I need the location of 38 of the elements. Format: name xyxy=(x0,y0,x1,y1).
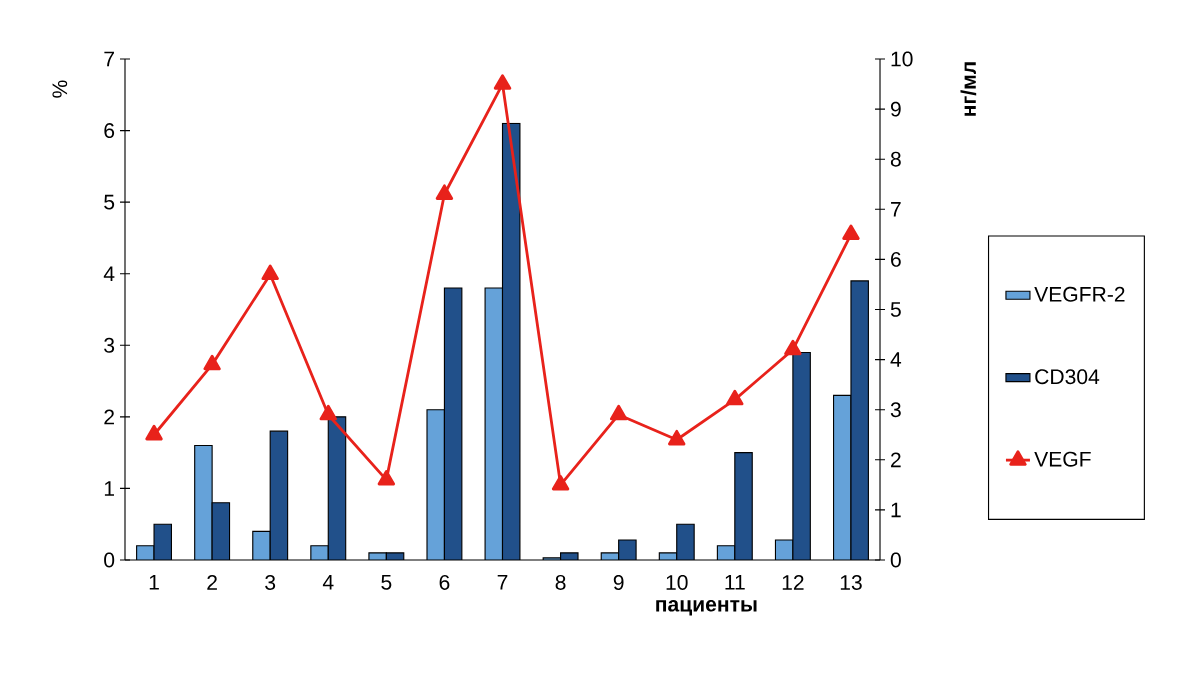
y-tick-label: 4 xyxy=(103,266,115,281)
x-tick-label: 8 xyxy=(555,574,566,590)
y2-tick-label: 1 xyxy=(891,502,901,518)
x-tick-label: 3 xyxy=(265,574,276,590)
x-tick-label: 6 xyxy=(439,574,450,590)
y2-tick-label: 2 xyxy=(891,452,901,468)
y-tick-label: 7 xyxy=(104,51,114,67)
x-tick-label: 11 xyxy=(725,574,745,590)
y-tick-label: 5 xyxy=(104,194,115,210)
y2-tick-label: 10 xyxy=(891,51,913,67)
y2-tick-label: 4 xyxy=(890,352,902,367)
y2-tick-label: 7 xyxy=(891,202,901,217)
y2-tick-label: 8 xyxy=(890,151,901,167)
y-tick-label: 1 xyxy=(104,481,114,496)
legend-label: CD304 xyxy=(1035,369,1100,385)
y2-tick-label: 9 xyxy=(890,101,901,117)
y-tick-label: 0 xyxy=(104,552,115,568)
legend-label: VEGFR-2 xyxy=(1034,286,1125,302)
x-tick-label: 4 xyxy=(322,574,334,590)
legend-label: VEGF xyxy=(1034,451,1091,467)
x-tick-label: 10 xyxy=(666,574,688,590)
x-tick-label: 7 xyxy=(497,574,508,590)
x-tick-label: 5 xyxy=(381,574,392,590)
x-tick-label: 1 xyxy=(149,574,159,590)
x-tick-label: 2 xyxy=(207,574,217,590)
x-tick-label: 13 xyxy=(840,574,862,590)
y2-tick-label: 6 xyxy=(891,251,901,267)
x-axis-title: пациенты xyxy=(656,600,757,616)
x-tick-label: 12 xyxy=(782,574,804,590)
y2-tick-label: 3 xyxy=(890,402,901,418)
y2-tick-label: 0 xyxy=(890,552,901,568)
y2-tick-label: 5 xyxy=(890,302,901,317)
y-tick-label: 3 xyxy=(104,337,115,353)
y-tick-label: 6 xyxy=(104,123,115,139)
y2-axis-title: нг/мл xyxy=(960,62,977,116)
y-axis-title: % xyxy=(52,80,68,98)
x-tick-label: 9 xyxy=(613,574,624,590)
y-tick-label: 2 xyxy=(104,409,114,425)
